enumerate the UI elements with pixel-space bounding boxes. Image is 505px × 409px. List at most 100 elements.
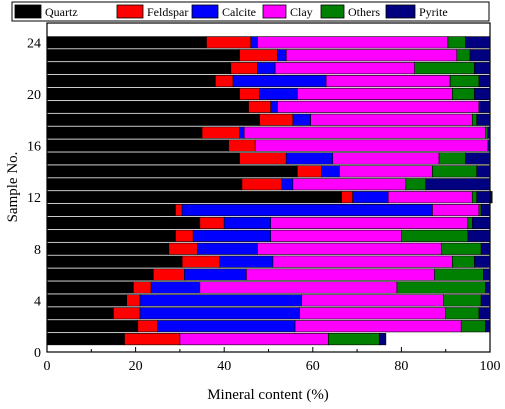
bar-segment-pyrite-sample-11 xyxy=(480,204,491,217)
bar-segment-others-sample-4 xyxy=(443,294,482,307)
bar-segment-calcite-sample-23 xyxy=(277,49,287,62)
bar-segment-clay-sample-23 xyxy=(285,49,458,62)
bar-segment-quartz-sample-13 xyxy=(46,178,243,191)
legend-label-others: Others xyxy=(348,5,380,19)
bar-segment-quartz-sample-19 xyxy=(46,100,249,113)
bars-layer xyxy=(46,36,493,346)
bar-segment-others-sample-13 xyxy=(405,178,427,191)
bar-segment-pyrite-sample-21 xyxy=(478,75,491,88)
bar-segment-clay-sample-7 xyxy=(272,255,453,268)
bar-segment-others-sample-12 xyxy=(471,191,478,204)
y-tick-label: 24 xyxy=(27,36,41,51)
bar-segment-quartz-sample-15 xyxy=(46,152,241,165)
bar-segment-feldspar-sample-24 xyxy=(206,36,252,49)
bar-segment-calcite-sample-14 xyxy=(321,165,340,178)
bar-segment-pyrite-sample-3 xyxy=(478,307,491,320)
bar-segment-pyrite-sample-24 xyxy=(465,36,491,49)
bar-segment-others-sample-14 xyxy=(432,165,478,178)
bar-segment-calcite-sample-19 xyxy=(270,100,278,113)
bar-segment-calcite-sample-20 xyxy=(259,87,298,101)
bar-segment-quartz-sample-14 xyxy=(46,165,298,178)
bar-segment-quartz-sample-11 xyxy=(46,204,176,217)
bar-segment-feldspar-sample-11 xyxy=(175,204,183,217)
bar-segment-feldspar-sample-20 xyxy=(239,87,260,101)
bar-segment-clay-sample-21 xyxy=(325,75,451,88)
bar-segment-pyrite-sample-22 xyxy=(474,62,491,75)
legend-swatch-calcite xyxy=(191,4,219,19)
bar-segment-feldspar-sample-12 xyxy=(341,191,353,204)
bar-segment-calcite-sample-18 xyxy=(292,113,311,126)
bar-segment-pyrite-sample-2 xyxy=(485,320,491,333)
bar-segment-feldspar-sample-6 xyxy=(153,268,185,281)
bar-segment-pyrite-sample-12 xyxy=(476,191,493,204)
bar-segment-feldspar-sample-19 xyxy=(248,100,272,113)
bar-segment-others-sample-9 xyxy=(401,229,469,242)
bar-segment-others-sample-24 xyxy=(447,36,466,49)
bar-segment-pyrite-sample-10 xyxy=(471,216,491,230)
bar-segment-calcite-sample-13 xyxy=(281,178,294,191)
legend-swatch-feldspar xyxy=(116,4,144,19)
bar-segment-feldspar-sample-4 xyxy=(126,294,141,307)
bar-segment-clay-sample-17 xyxy=(243,126,486,139)
y-tick-label: 20 xyxy=(27,88,41,103)
bar-segment-others-sample-5 xyxy=(396,281,486,294)
bar-segment-calcite-sample-24 xyxy=(250,36,258,49)
bar-segment-pyrite-sample-8 xyxy=(480,242,491,255)
y-tick-label: 16 xyxy=(27,140,41,155)
bar-segment-pyrite-sample-20 xyxy=(474,87,491,101)
bar-segment-quartz-sample-2 xyxy=(46,320,139,333)
bar-segment-feldspar-sample-13 xyxy=(241,178,283,191)
bar-segment-quartz-sample-7 xyxy=(46,255,183,268)
legend-label-clay: Clay xyxy=(290,5,313,19)
bar-segment-pyrite-sample-7 xyxy=(474,255,491,268)
bar-segment-clay-sample-5 xyxy=(199,281,398,294)
bar-segment-quartz-sample-23 xyxy=(46,49,241,62)
bar-segment-others-sample-15 xyxy=(438,152,466,165)
x-tick-label: 80 xyxy=(394,359,408,374)
bar-segment-quartz-sample-16 xyxy=(46,139,229,152)
legend-swatch-others xyxy=(320,4,345,19)
bar-segment-clay-sample-6 xyxy=(246,268,435,281)
bar-segment-feldspar-sample-15 xyxy=(239,152,287,165)
bar-segment-others-sample-18 xyxy=(471,113,478,126)
bar-segment-clay-sample-2 xyxy=(294,320,462,333)
bar-segment-feldspar-sample-17 xyxy=(201,126,241,139)
bar-segment-calcite-sample-6 xyxy=(184,268,247,281)
bar-segment-quartz-sample-17 xyxy=(46,126,203,139)
bar-segment-others-sample-7 xyxy=(452,255,475,268)
bar-segment-clay-sample-1 xyxy=(179,333,329,346)
bar-segment-calcite-sample-21 xyxy=(232,75,327,88)
bar-segment-feldspar-sample-3 xyxy=(113,307,141,320)
bar-segment-clay-sample-16 xyxy=(254,139,489,152)
bar-segment-quartz-sample-8 xyxy=(46,242,170,255)
bar-segment-quartz-sample-6 xyxy=(46,268,154,281)
bar-segment-feldspar-sample-8 xyxy=(168,242,198,255)
bar-segment-calcite-sample-17 xyxy=(239,126,245,139)
bar-segment-clay-sample-3 xyxy=(299,307,447,320)
bar-segment-calcite-sample-22 xyxy=(257,62,276,75)
bar-segment-clay-sample-24 xyxy=(257,36,449,49)
legend-label-pyrite: Pyrite xyxy=(419,5,448,19)
bar-segment-feldspar-sample-21 xyxy=(215,75,234,88)
bar-segment-calcite-sample-7 xyxy=(219,255,274,268)
bar-segment-feldspar-sample-10 xyxy=(199,216,225,230)
bar-segment-clay-sample-14 xyxy=(339,165,433,178)
bar-segment-others-sample-11 xyxy=(478,204,482,217)
bar-segment-pyrite-sample-6 xyxy=(483,268,491,281)
bar-segment-calcite-sample-2 xyxy=(157,320,296,333)
y-tick-label: 4 xyxy=(34,294,41,309)
bar-segment-pyrite-sample-14 xyxy=(476,165,491,178)
bar-segment-feldspar-sample-14 xyxy=(296,165,322,178)
bar-segment-others-sample-20 xyxy=(452,87,475,101)
bar-segment-calcite-sample-10 xyxy=(223,216,272,230)
bar-segment-others-sample-21 xyxy=(449,75,480,88)
bar-segment-quartz-sample-12 xyxy=(46,191,342,204)
bar-segment-quartz-sample-3 xyxy=(46,307,114,320)
bar-segment-calcite-sample-9 xyxy=(192,229,272,242)
x-tick-label: 0 xyxy=(44,359,51,374)
bar-segment-pyrite-sample-5 xyxy=(485,281,491,294)
axes-layer: 0 20 40 60 80 100 0 4 8 12 16 20 24 xyxy=(27,36,501,374)
bar-segment-calcite-sample-11 xyxy=(181,204,433,217)
bar-segment-clay-sample-20 xyxy=(296,87,453,101)
bar-segment-clay-sample-15 xyxy=(332,152,440,165)
